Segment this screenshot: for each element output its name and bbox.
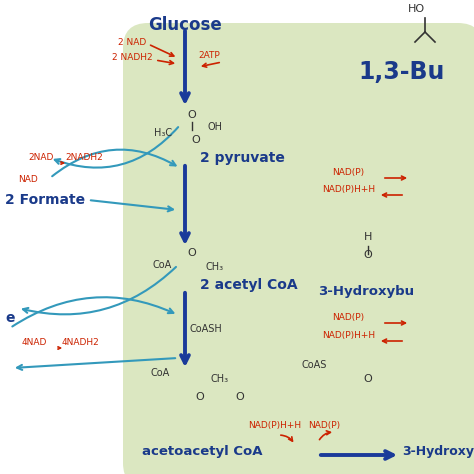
FancyArrowPatch shape — [55, 127, 178, 168]
Text: NAD(P): NAD(P) — [332, 168, 364, 177]
Text: NAD: NAD — [18, 175, 38, 184]
FancyArrowPatch shape — [17, 358, 175, 370]
FancyArrowPatch shape — [91, 201, 173, 211]
Text: HO: HO — [408, 4, 425, 14]
Text: CH₃: CH₃ — [211, 374, 229, 384]
FancyBboxPatch shape — [123, 23, 474, 474]
FancyArrowPatch shape — [385, 321, 405, 325]
FancyArrowPatch shape — [281, 435, 292, 441]
Text: 2NAD: 2NAD — [28, 153, 54, 162]
FancyArrowPatch shape — [383, 339, 402, 343]
Text: CoASH: CoASH — [190, 324, 223, 334]
FancyArrowPatch shape — [58, 346, 61, 349]
FancyArrowPatch shape — [158, 61, 173, 64]
Text: Glucose: Glucose — [148, 16, 222, 34]
FancyArrowPatch shape — [202, 63, 219, 67]
Text: O: O — [364, 250, 373, 260]
Text: O: O — [188, 110, 196, 120]
Text: 3-Hydroxybu: 3-Hydroxybu — [318, 285, 414, 299]
Text: CH₃: CH₃ — [206, 262, 224, 272]
FancyArrowPatch shape — [385, 176, 405, 180]
Text: O: O — [188, 248, 196, 258]
Text: 2 NAD: 2 NAD — [118, 37, 146, 46]
Text: NAD(P)H+H: NAD(P)H+H — [248, 421, 301, 430]
FancyArrowPatch shape — [61, 162, 64, 164]
Text: O: O — [191, 135, 201, 145]
FancyArrowPatch shape — [319, 431, 330, 440]
Text: 2 NADH2: 2 NADH2 — [112, 53, 153, 62]
Text: e: e — [5, 311, 15, 325]
Text: O: O — [236, 392, 245, 402]
FancyArrowPatch shape — [12, 297, 173, 327]
Text: CoAS: CoAS — [302, 360, 328, 370]
FancyArrowPatch shape — [383, 193, 402, 197]
Text: 2ATP: 2ATP — [198, 51, 220, 60]
Text: O: O — [196, 392, 204, 402]
FancyArrowPatch shape — [23, 267, 176, 314]
Text: 2 pyruvate: 2 pyruvate — [200, 151, 285, 165]
Text: CoA: CoA — [153, 260, 172, 270]
Text: NAD(P): NAD(P) — [332, 313, 364, 322]
Text: OH: OH — [208, 122, 223, 132]
FancyArrowPatch shape — [181, 166, 189, 241]
Text: NAD(P): NAD(P) — [308, 421, 340, 430]
Text: CoA: CoA — [151, 368, 170, 378]
Text: NAD(P)H+H: NAD(P)H+H — [322, 185, 375, 194]
FancyArrowPatch shape — [181, 31, 189, 101]
Text: 2 Formate: 2 Formate — [5, 193, 85, 207]
Text: 2NADH2: 2NADH2 — [65, 153, 103, 162]
Text: acetoacetyl CoA: acetoacetyl CoA — [142, 446, 263, 458]
Text: 1,3-Bu: 1,3-Bu — [358, 60, 444, 84]
Text: 2 acetyl CoA: 2 acetyl CoA — [200, 278, 298, 292]
Text: NAD(P)H+H: NAD(P)H+H — [322, 331, 375, 340]
Text: O: O — [364, 374, 373, 384]
Text: H₃C: H₃C — [154, 128, 172, 138]
FancyArrowPatch shape — [52, 150, 175, 176]
Text: 3-Hydroxybuty: 3-Hydroxybuty — [402, 446, 474, 458]
FancyArrowPatch shape — [151, 45, 174, 56]
FancyArrowPatch shape — [181, 293, 189, 363]
Text: 4NAD: 4NAD — [22, 338, 47, 347]
Text: 4NADH2: 4NADH2 — [62, 338, 100, 347]
FancyArrowPatch shape — [321, 451, 393, 459]
Text: H: H — [364, 232, 372, 242]
